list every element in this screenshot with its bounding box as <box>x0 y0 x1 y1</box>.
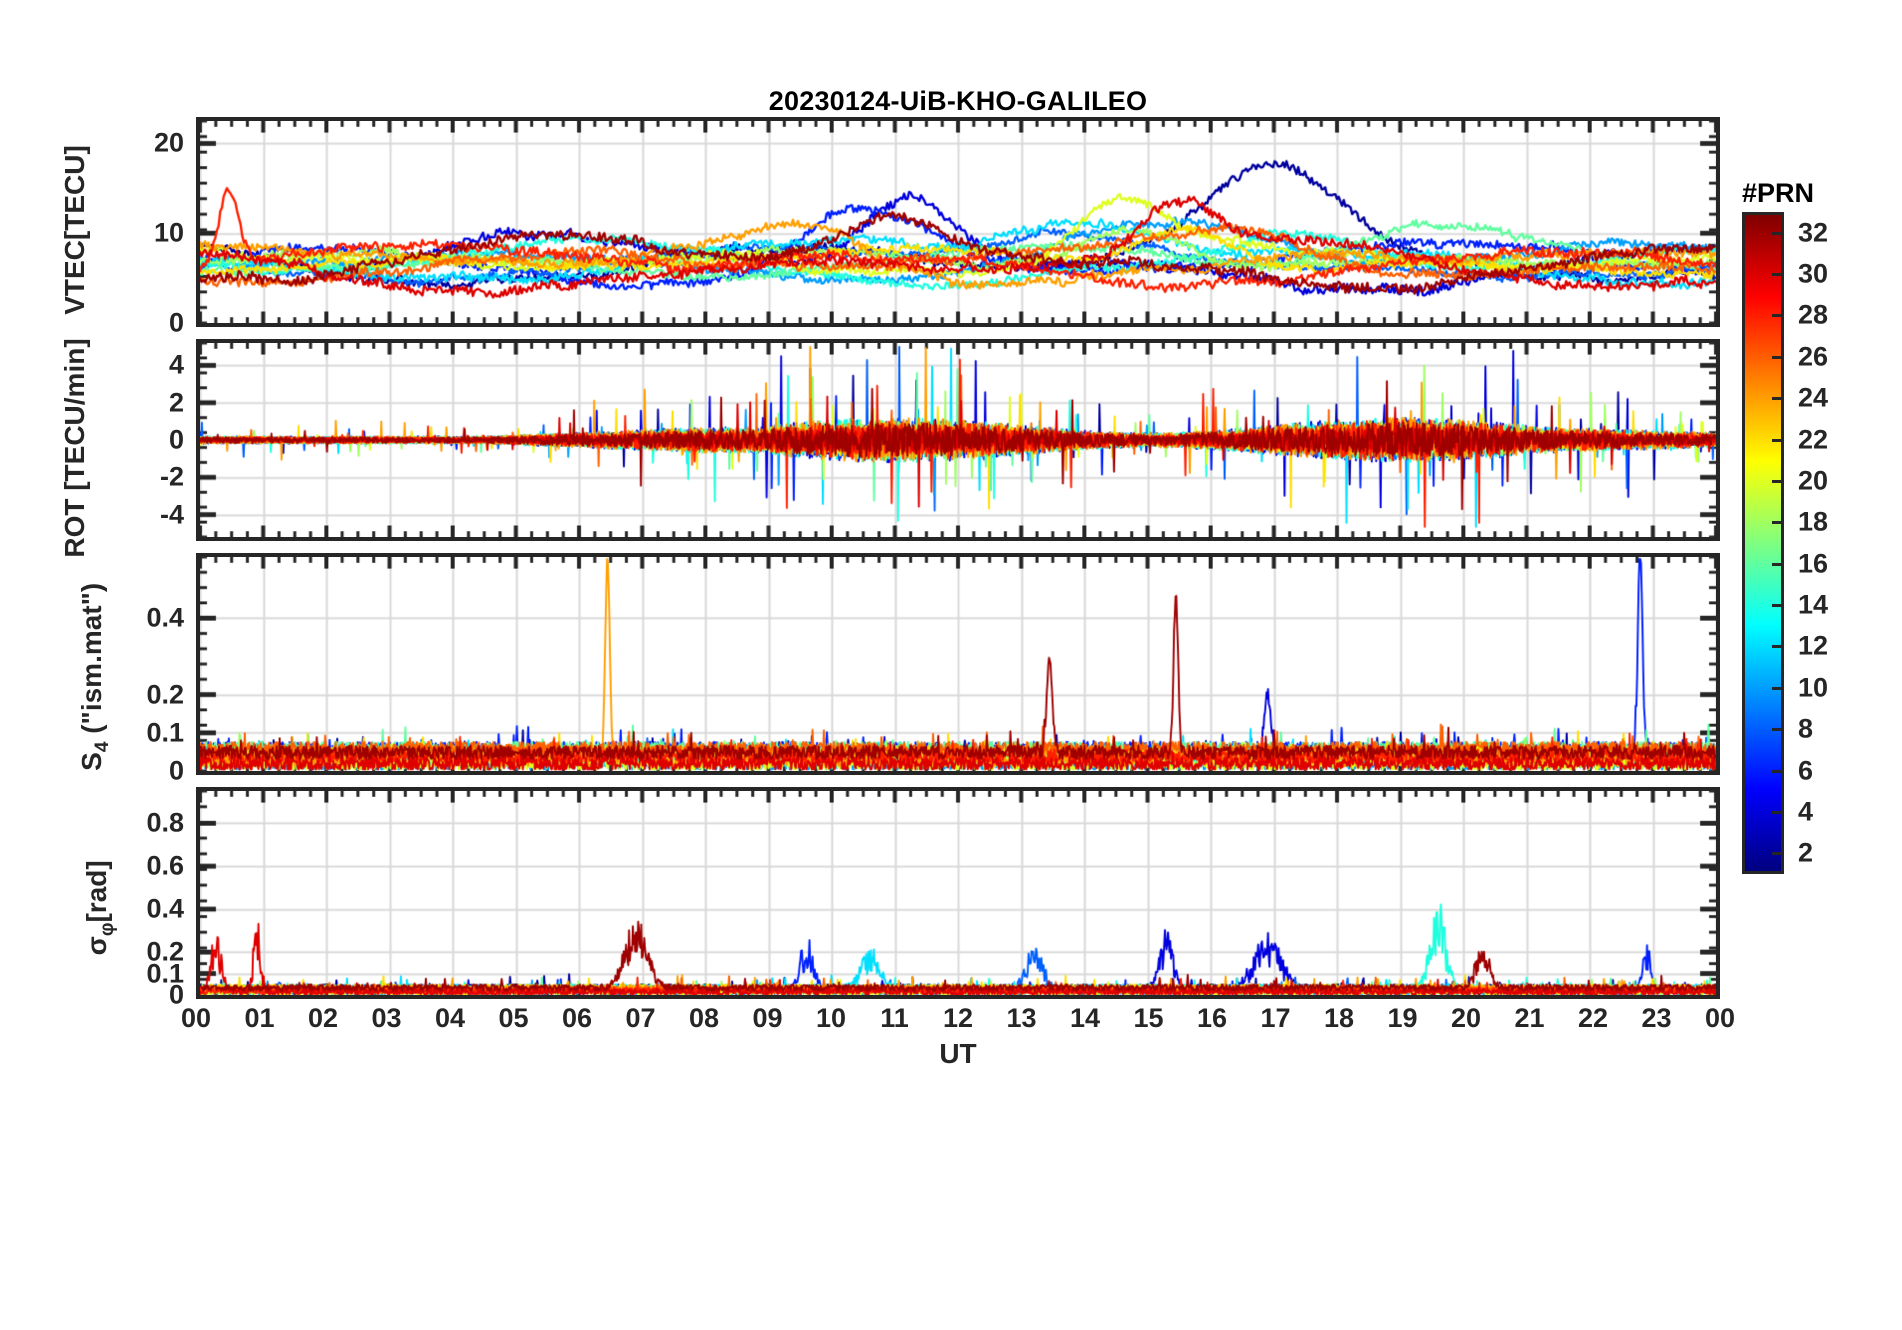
xtick-13: 13 <box>1006 1003 1037 1033</box>
xtick-18: 18 <box>1323 1003 1355 1033</box>
ytick-sig-yticks-0p6: 0.6 <box>146 850 184 881</box>
xtick-5: 05 <box>498 1003 529 1033</box>
ytick-rot-yticks-0: 0 <box>168 424 184 455</box>
panel-rot <box>196 339 1720 541</box>
colorbar-tick-26: 26 <box>1798 341 1829 372</box>
xtick-15: 15 <box>1133 1003 1164 1033</box>
xtick-22: 22 <box>1577 1003 1609 1033</box>
colorbar-tick-14: 14 <box>1798 589 1829 620</box>
colorbar-tickmark <box>1772 521 1784 525</box>
colorbar-tick-2: 2 <box>1798 837 1814 868</box>
panel-s4 <box>196 553 1720 775</box>
xtick-2: 02 <box>307 1003 339 1033</box>
xtick-0: 00 <box>180 1003 212 1033</box>
colorbar-tickmark <box>1772 314 1784 318</box>
xtick-23: 23 <box>1641 1003 1672 1033</box>
colorbar-tickmark <box>1772 273 1784 277</box>
panel-sigma-phi <box>196 787 1720 999</box>
colorbar-tickmark <box>1772 479 1784 483</box>
colorbar-tickmark <box>1772 604 1784 608</box>
colorbar-tickmark <box>1772 686 1784 690</box>
colorbar-tickmark <box>1772 769 1784 773</box>
colorbar-tickmark <box>1772 645 1784 649</box>
ytick-rot-yticks-neg2: -2 <box>159 461 184 492</box>
figure-title: 20230124-UiB-KHO-GALILEO <box>768 86 1148 116</box>
colorbar-tick-18: 18 <box>1798 506 1829 537</box>
colorbar-tick-6: 6 <box>1798 755 1814 786</box>
colorbar-box <box>1742 212 1784 874</box>
ytick-vtec-yticks-20: 20 <box>153 127 184 158</box>
colorbar-gradient <box>1745 215 1781 871</box>
colorbar-tick-10: 10 <box>1798 672 1829 703</box>
ytick-vtec-yticks-0: 0 <box>168 307 184 338</box>
panel-vtec <box>196 117 1720 327</box>
colorbar-tick-12: 12 <box>1798 630 1829 661</box>
xtick-6: 06 <box>561 1003 593 1033</box>
xtick-17: 17 <box>1260 1003 1291 1033</box>
xtick-7: 07 <box>625 1003 656 1033</box>
xtick-16: 16 <box>1196 1003 1228 1033</box>
ytick-vtec-yticks-10: 10 <box>153 217 184 248</box>
ytick-s4-yticks-0: 0 <box>168 755 184 786</box>
s4-plot-canvas <box>200 557 1716 771</box>
xtick-8: 08 <box>688 1003 720 1033</box>
colorbar-tickmark <box>1772 438 1784 442</box>
colorbar-tickmark <box>1772 562 1784 566</box>
xtick-3: 03 <box>371 1003 402 1033</box>
colorbar-tickmark <box>1772 231 1784 235</box>
ytick-s4-yticks-0p4: 0.4 <box>146 602 184 633</box>
xtick-20: 20 <box>1450 1003 1482 1033</box>
ytick-sig-yticks-0p1: 0.1 <box>146 958 184 989</box>
rot-plot-canvas <box>200 343 1716 537</box>
sigma-phi-plot-canvas <box>200 791 1716 995</box>
ytick-s4-yticks-0p1: 0.1 <box>146 717 184 748</box>
colorbar-tick-16: 16 <box>1798 548 1829 579</box>
ytick-rot-yticks-4: 4 <box>168 349 184 380</box>
colorbar-tick-22: 22 <box>1798 424 1829 455</box>
ytick-sig-yticks-0p4: 0.4 <box>146 893 184 924</box>
ytick-sig-yticks-0p2: 0.2 <box>146 936 184 967</box>
colorbar-tick-8: 8 <box>1798 713 1814 744</box>
colorbar-tick-24: 24 <box>1798 382 1829 413</box>
colorbar-tick-20: 20 <box>1798 465 1829 496</box>
ytick-s4-yticks-0p2: 0.2 <box>146 679 184 710</box>
colorbar-tickmark <box>1772 810 1784 814</box>
xtick-10: 10 <box>815 1003 847 1033</box>
vtec-plot-canvas <box>200 121 1716 323</box>
colorbar-tick-4: 4 <box>1798 796 1814 827</box>
xtick-4: 04 <box>434 1003 466 1033</box>
xtick-12: 12 <box>942 1003 974 1033</box>
xtick-19: 19 <box>1387 1003 1418 1033</box>
ytick-rot-yticks-2: 2 <box>168 387 184 418</box>
xtick-24: 00 <box>1704 1003 1736 1033</box>
ytick-sig-yticks-0: 0 <box>168 979 184 1010</box>
colorbar-tick-32: 32 <box>1798 217 1829 248</box>
xtick-9: 09 <box>752 1003 783 1033</box>
colorbar-tickmark <box>1772 355 1784 359</box>
xtick-11: 11 <box>880 1003 909 1033</box>
xtick-21: 21 <box>1514 1003 1545 1033</box>
colorbar-tickmark <box>1772 728 1784 732</box>
xtick-14: 14 <box>1069 1003 1101 1033</box>
colorbar-tick-28: 28 <box>1798 299 1829 330</box>
colorbar-tickmark <box>1772 852 1784 856</box>
ytick-rot-yticks-neg4: -4 <box>159 499 184 530</box>
colorbar-tickmark <box>1772 397 1784 401</box>
ytick-sig-yticks-0p8: 0.8 <box>146 807 184 838</box>
colorbar-title: #PRN <box>1742 178 1815 208</box>
x-axis-label: UT <box>939 1038 977 1069</box>
colorbar-tick-30: 30 <box>1798 258 1829 289</box>
xtick-1: 01 <box>244 1003 275 1033</box>
